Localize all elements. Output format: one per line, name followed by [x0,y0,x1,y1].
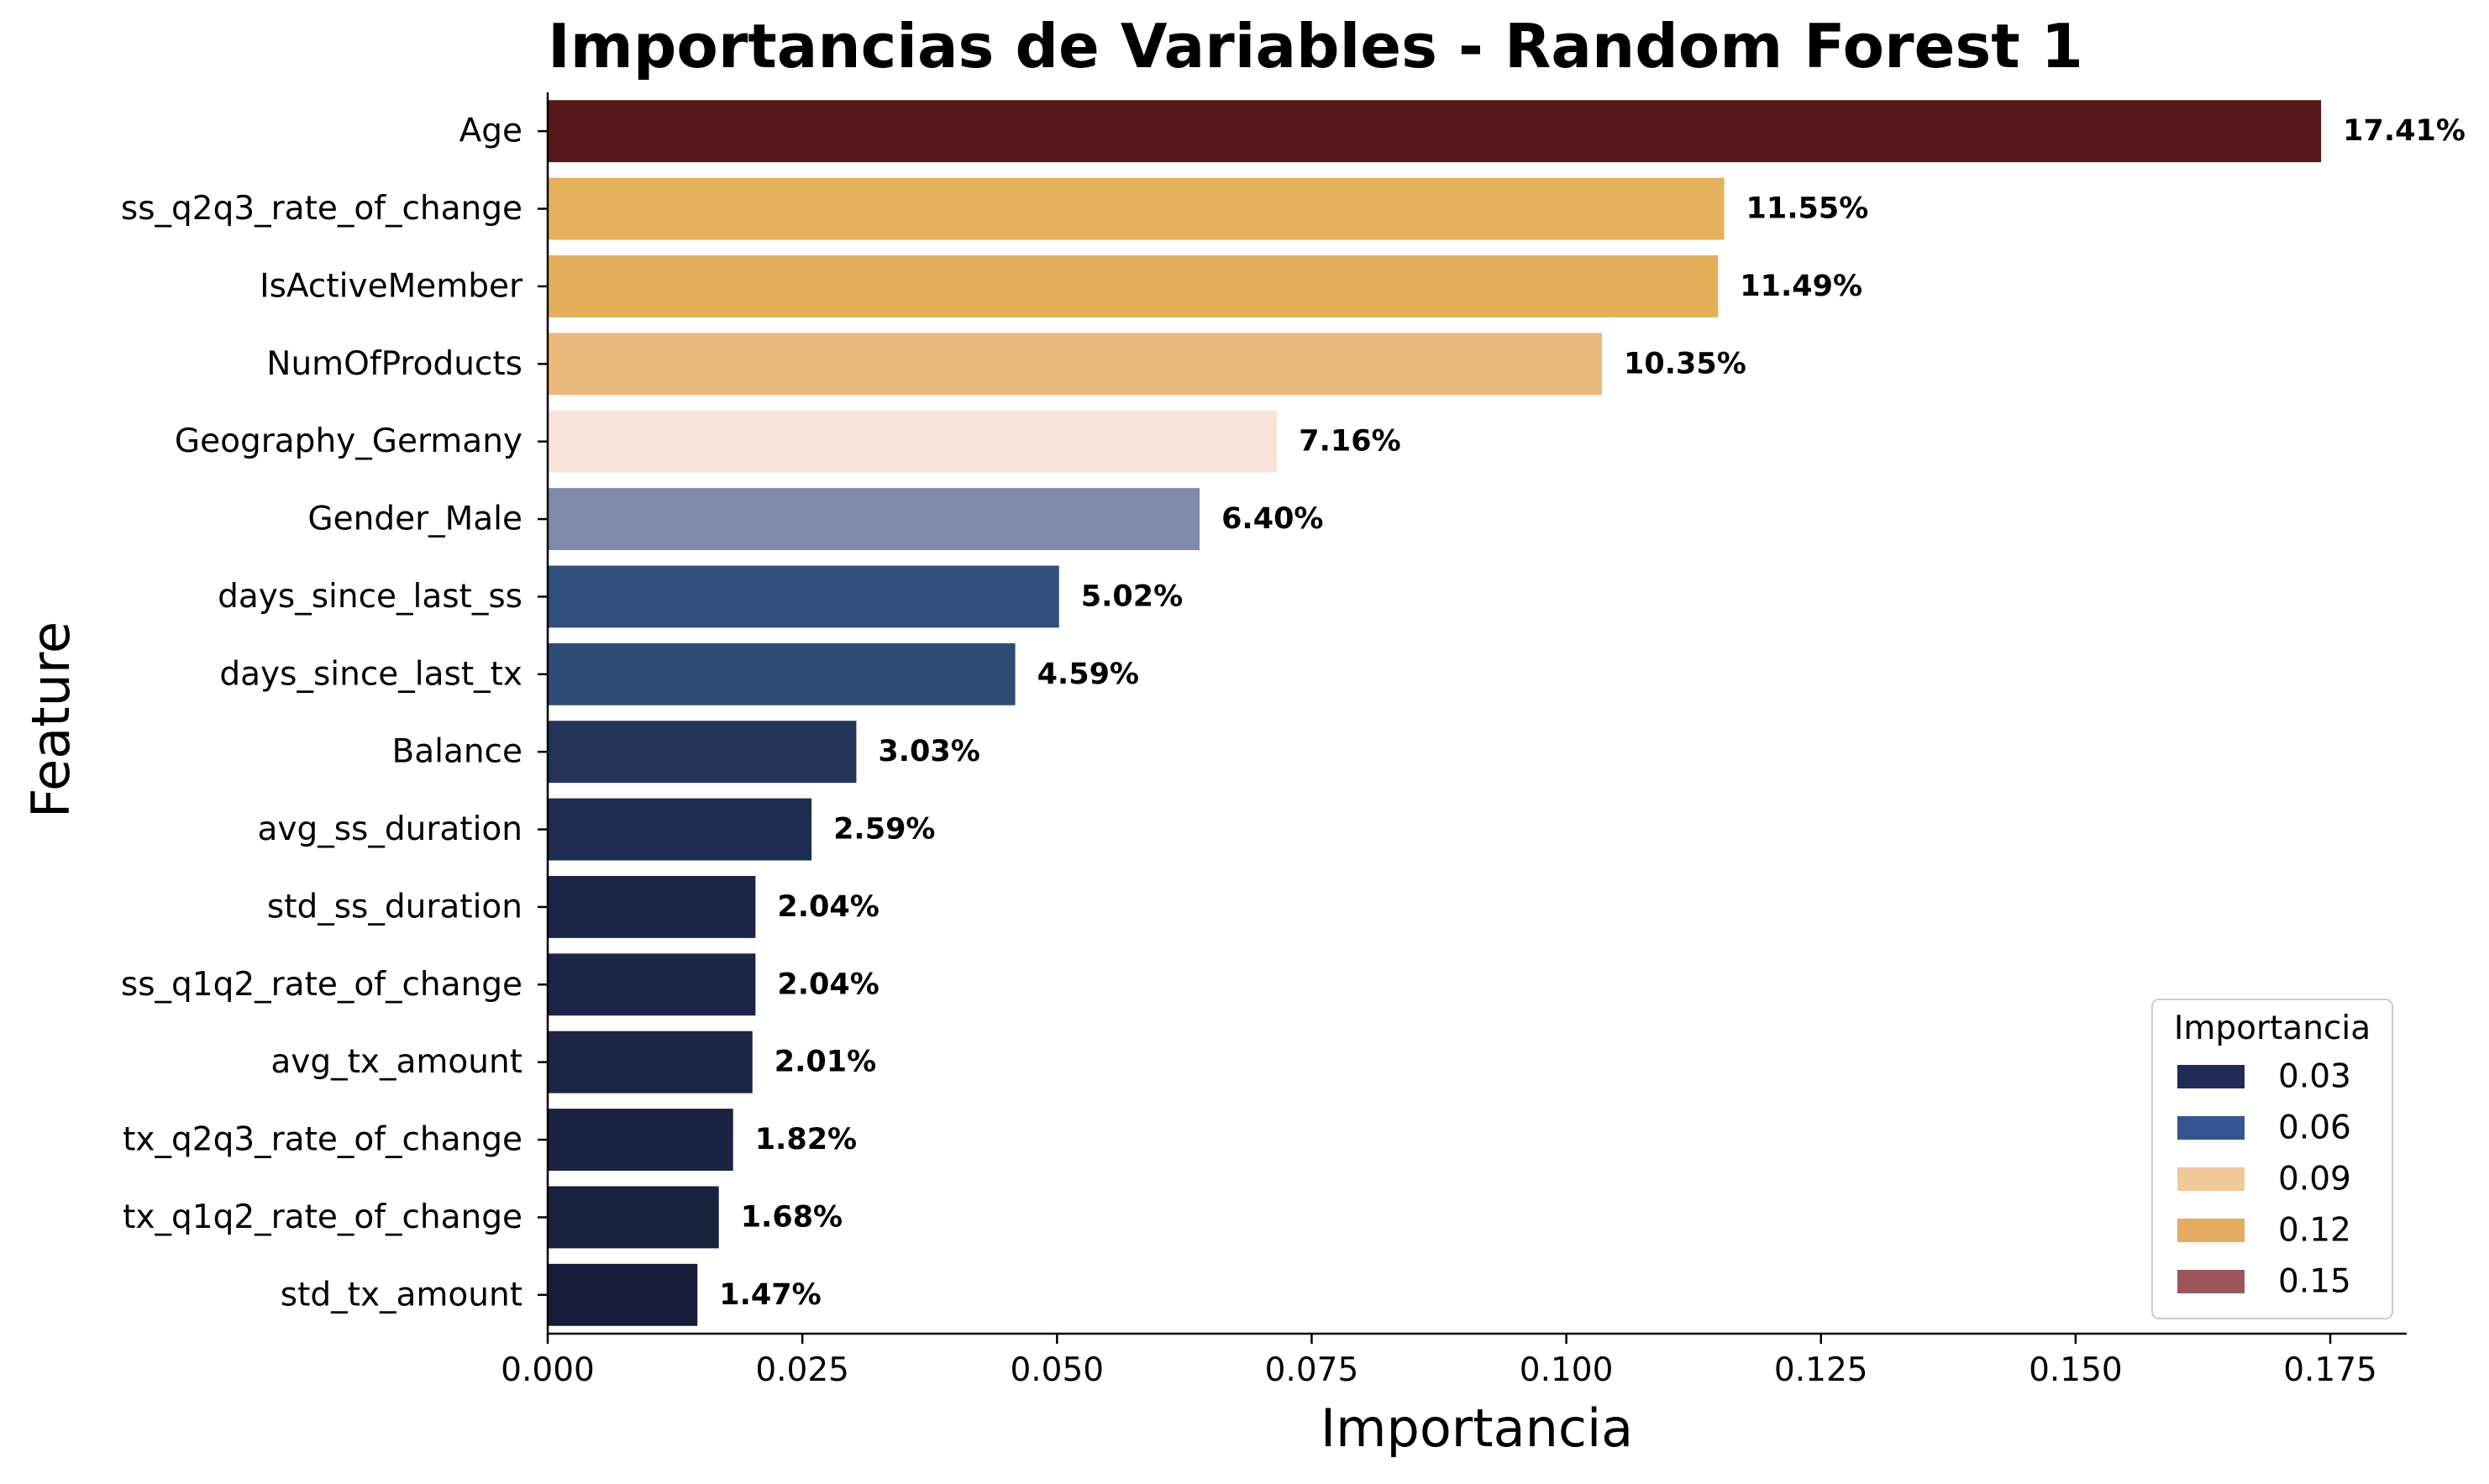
x-axis-title: Importancia [1321,1397,1633,1459]
legend-entries: 0.03 0.06 0.09 0.12 0.15 [2177,1058,2351,1301]
bar [548,1030,753,1093]
bar-value-label: 2.59% [833,813,935,847]
bar-value-label: 6.40% [1221,502,1323,536]
x-axis-ticks: 0.000 0.025 0.050 0.075 0.100 0.125 0.150 0.175 [501,1334,2377,1389]
legend-swatch [2177,1270,2245,1293]
bar [548,565,1059,628]
legend: Importancia 0.03 0.06 0.09 0.12 0.15 [2151,999,2393,1319]
bar-value-label: 2.04% [777,967,879,1001]
y-tick-label: ss_q2q3_rate_of_change [121,190,522,228]
y-tick-label: Balance [391,733,522,771]
bar-value-label: 5.02% [1081,579,1183,613]
y-tick-label: ss_q1q2_rate_of_change [121,966,522,1004]
bar-value-labels: 17.41% 11.55% 11.49% 10.35% 7.16% 6.40% 5.02% 4… [719,114,2465,1312]
x-tick-label: 0.075 [1265,1351,1359,1389]
bars-group [548,100,2322,1326]
x-tick-label: 0.025 [755,1351,849,1389]
bar [548,410,1278,473]
legend-label: 0.06 [2278,1109,2351,1147]
y-tick-label: tx_q2q3_rate_of_change [123,1121,522,1159]
y-tick-label: Age [459,113,522,150]
y-tick-label: std_ss_duration [267,888,522,926]
y-tick-label: NumOfProducts [266,345,522,383]
chart-title: Importancias de Variables - Random Fores… [548,11,2083,81]
bar-value-label: 7.16% [1299,425,1400,459]
legend-swatch [2177,1065,2245,1088]
legend-label: 0.12 [2278,1212,2351,1250]
bar [548,488,1200,551]
bar-value-label: 1.47% [719,1278,821,1312]
y-tick-label: IsActiveMember [260,267,523,305]
legend-label: 0.03 [2278,1058,2351,1096]
x-tick-label: 0.125 [1774,1351,1868,1389]
legend-swatch [2177,1219,2245,1242]
bar [548,798,812,861]
bar-value-label: 17.41% [2343,114,2465,148]
x-tick-label: 0.050 [1010,1351,1104,1389]
bar [548,642,1016,705]
bar-value-label: 3.03% [878,735,979,768]
bar-value-label: 2.04% [777,890,879,924]
bar-value-label: 11.55% [1746,192,1869,226]
bar-value-label: 11.49% [1740,270,1862,303]
bar [548,953,756,1016]
y-axis-title: Feature [20,621,81,818]
bar [548,1109,733,1172]
bar-value-label: 1.68% [741,1200,843,1234]
legend-label: 0.09 [2278,1161,2351,1198]
bar [548,1186,719,1249]
legend-title: Importancia [2174,1009,2371,1047]
bar [548,254,1719,317]
y-axis-ticks: Age ss_q2q3_rate_of_change IsActiveMember N… [121,113,548,1314]
bar-value-label: 1.82% [755,1123,857,1156]
bar [548,721,857,784]
bar [548,333,1603,396]
bar [548,177,1725,240]
y-tick-label: tx_q1q2_rate_of_change [123,1198,522,1236]
bar [548,875,756,938]
y-tick-label: avg_ss_duration [258,810,523,848]
legend-label: 0.15 [2278,1263,2351,1301]
bar-value-label: 10.35% [1624,347,1746,380]
bar-value-label: 2.01% [775,1046,876,1079]
x-tick-label: 0.175 [2283,1351,2377,1389]
bar-value-label: 4.59% [1037,658,1139,691]
x-tick-label: 0.000 [501,1351,595,1389]
y-tick-label: days_since_last_tx [219,655,522,693]
legend-swatch [2177,1116,2245,1140]
x-tick-label: 0.100 [1520,1351,1614,1389]
y-tick-label: avg_tx_amount [270,1043,522,1081]
y-tick-label: Gender_Male [307,501,522,538]
y-tick-label: std_tx_amount [281,1276,522,1314]
x-tick-label: 0.150 [2029,1351,2123,1389]
bar [548,1263,698,1326]
bar [548,100,2322,163]
legend-swatch [2177,1167,2245,1191]
y-tick-label: Geography_Germany [175,422,522,460]
y-tick-label: days_since_last_ss [218,578,522,616]
